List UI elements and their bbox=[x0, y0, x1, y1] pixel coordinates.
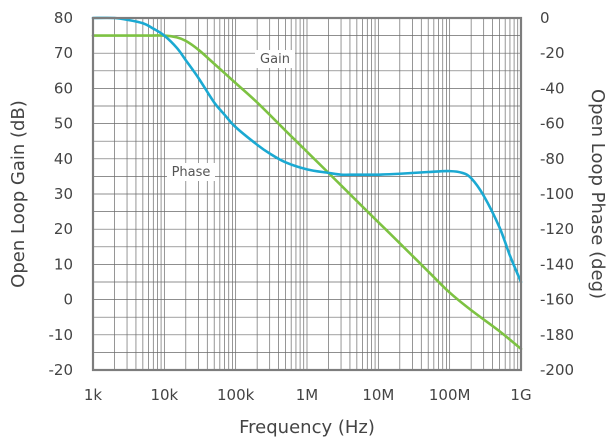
gain-curve bbox=[91, 34, 523, 351]
gain-series-label: Gain bbox=[260, 52, 290, 67]
left-y-tick-label: 10 bbox=[54, 255, 73, 273]
x-tick-label: 1k bbox=[84, 386, 103, 404]
plot-frame bbox=[91, 16, 523, 372]
right-y-tick-labels: 0 -20 -40 -60 -80 -100 -120 -140 -160 -180 -200 bbox=[540, 9, 574, 379]
phase-series-label: Phase bbox=[172, 165, 211, 180]
x-tick-label: 100k bbox=[217, 386, 255, 404]
left-y-axis-title: Open Loop Gain (dB) bbox=[8, 100, 29, 288]
right-y-tick-label: -40 bbox=[540, 79, 565, 97]
right-y-tick-label: -120 bbox=[540, 220, 574, 238]
x-axis-title: Frequency (Hz) bbox=[239, 417, 375, 438]
left-y-tick-label: 70 bbox=[54, 44, 73, 62]
right-y-tick-label: -80 bbox=[540, 150, 565, 168]
grid-lines bbox=[93, 18, 521, 370]
right-y-tick-label: -160 bbox=[540, 291, 574, 309]
x-tick-label: 10k bbox=[150, 386, 178, 404]
x-tick-label: 1G bbox=[510, 386, 531, 404]
data-series bbox=[91, 16, 523, 351]
phase-curve bbox=[91, 16, 523, 284]
right-y-axis-title: Open Loop Phase (deg) bbox=[587, 89, 608, 299]
right-y-tick-label: -140 bbox=[540, 255, 574, 273]
left-y-tick-label: 80 bbox=[54, 9, 73, 27]
left-y-tick-label: 60 bbox=[54, 79, 73, 97]
left-y-tick-label: 40 bbox=[54, 150, 73, 168]
left-y-tick-label: 50 bbox=[54, 115, 73, 133]
left-y-tick-label: 20 bbox=[54, 220, 73, 238]
right-y-tick-label: -100 bbox=[540, 185, 574, 203]
right-y-tick-label: -180 bbox=[540, 326, 574, 344]
x-tick-labels: 1k 10k 100k 1M 10M 100M 1G bbox=[84, 386, 532, 404]
left-y-tick-label: 0 bbox=[63, 291, 73, 309]
left-y-tick-labels: 80 70 60 50 40 30 20 10 0 -10 -20 bbox=[49, 9, 74, 379]
left-y-tick-label: -20 bbox=[49, 361, 74, 379]
gain-label-background bbox=[255, 50, 295, 68]
phase-label-background bbox=[167, 163, 215, 181]
right-y-tick-label: -60 bbox=[540, 115, 565, 133]
x-tick-label: 10M bbox=[362, 386, 394, 404]
series-labels: Gain Phase bbox=[167, 50, 295, 181]
left-y-tick-label: 30 bbox=[54, 185, 73, 203]
right-y-tick-label: 0 bbox=[540, 9, 550, 27]
left-y-tick-label: -10 bbox=[49, 326, 74, 344]
x-tick-label: 1M bbox=[296, 386, 319, 404]
x-tick-label: 100M bbox=[429, 386, 471, 404]
right-y-tick-label: -200 bbox=[540, 361, 574, 379]
right-y-tick-label: -20 bbox=[540, 44, 565, 62]
